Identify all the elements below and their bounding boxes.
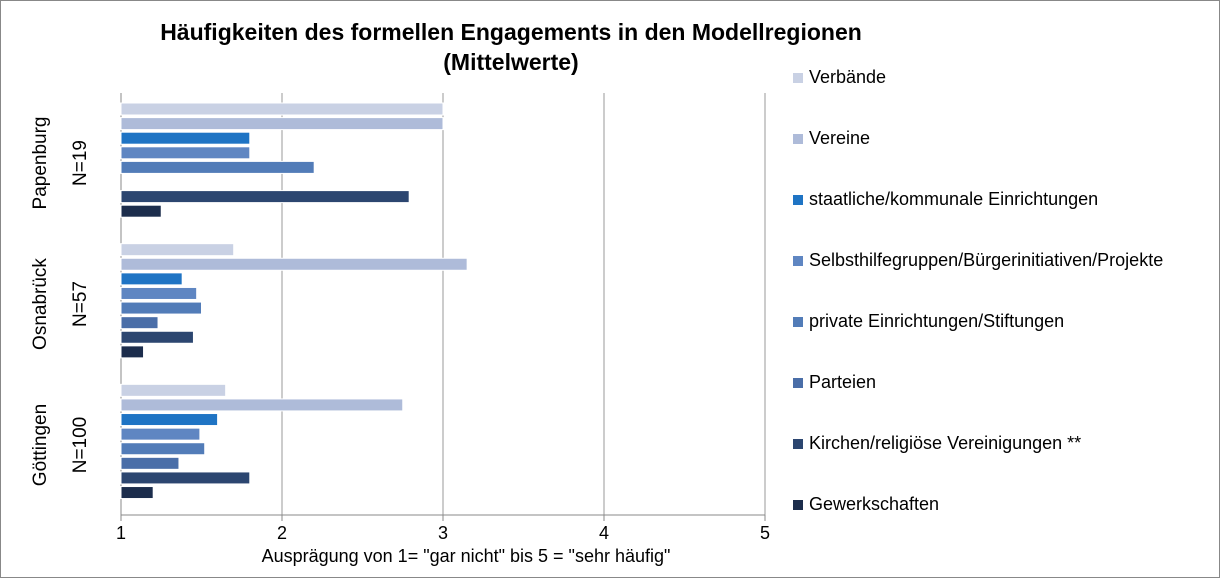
bar (120, 471, 251, 485)
chart-title: Häufigkeiten des formellen Engagements i… (160, 19, 862, 75)
legend-swatch (793, 500, 803, 510)
legend-entry: Parteien (793, 368, 1194, 397)
legend-swatch (793, 317, 803, 327)
bar (120, 190, 410, 204)
legend-entry: Vereine (793, 124, 1194, 153)
bar (120, 272, 183, 286)
bar (120, 398, 404, 412)
legend-entry: staatliche/kommunale Einrichtungen (793, 185, 1194, 214)
legend-swatch (793, 378, 803, 388)
bar (120, 131, 251, 145)
legend-swatch (793, 73, 803, 83)
bar (120, 301, 202, 315)
legend-entry: Selbsthilfegruppen/Bürgerinitiativen/Pro… (793, 246, 1194, 275)
bar (120, 146, 251, 160)
legend-entry: private Einrichtungen/Stiftungen (793, 307, 1194, 336)
legend-entry: Kirchen/religiöse Vereinigungen ** (793, 429, 1194, 458)
bar (120, 117, 444, 131)
bar (120, 286, 198, 300)
bar (120, 243, 235, 257)
bar (120, 442, 206, 456)
bar (120, 486, 154, 500)
x-axis-label: Ausprägung von 1= "gar nicht" bis 5 = "s… (261, 546, 671, 566)
x-tick-label: 2 (276, 523, 287, 543)
bar (120, 330, 194, 344)
category-label: Osnabrück N=57 (30, 258, 91, 350)
legend-swatch (793, 195, 803, 205)
x-tick-label: 3 (437, 523, 448, 543)
bar (120, 413, 219, 427)
bar (120, 316, 159, 330)
legend-swatch (793, 439, 803, 449)
category-label: Göttingen N=100 (30, 403, 91, 486)
bar (120, 456, 180, 470)
bar (120, 345, 145, 359)
x-tick-label: 4 (598, 523, 609, 543)
legend-entry: Gewerkschaften (793, 490, 1194, 519)
x-tick-label: 5 (759, 523, 770, 543)
bar (120, 257, 468, 271)
category-label: Papenburg N=19 (30, 116, 91, 210)
legend-swatch (793, 256, 803, 266)
legend-swatch (793, 134, 803, 144)
legend-entry: Verbände (793, 63, 1194, 92)
bar (120, 160, 315, 174)
x-tick-label: 1 (115, 523, 126, 543)
bar (120, 102, 444, 116)
bar (120, 427, 201, 441)
bar (120, 204, 162, 218)
bar (120, 383, 227, 397)
